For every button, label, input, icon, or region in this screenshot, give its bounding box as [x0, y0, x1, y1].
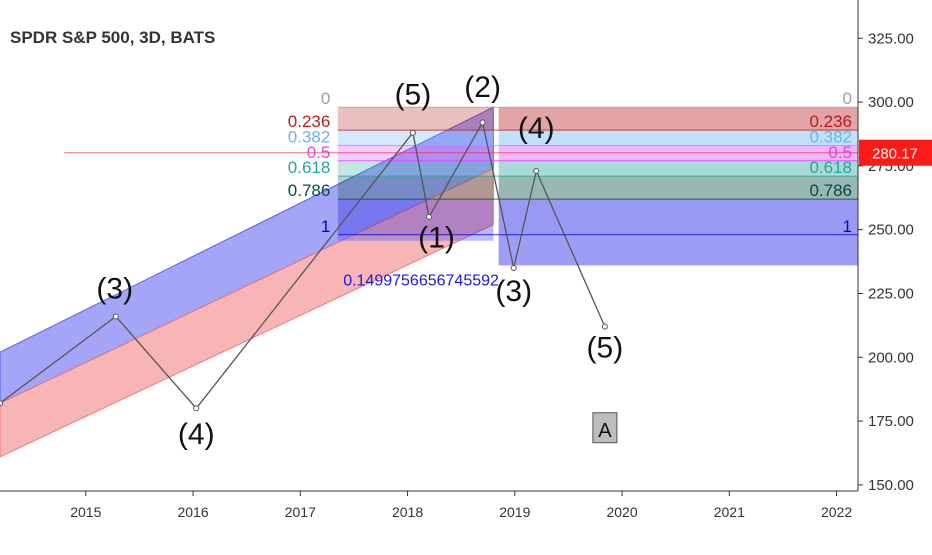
fib-zone-left-0.236 — [337, 107, 494, 131]
wave-label-A: A — [598, 420, 612, 442]
wave-point — [601, 323, 608, 330]
x-tick-label: 2022 — [821, 504, 852, 520]
y-tick-label: 225.00 — [868, 285, 914, 302]
wave-point — [193, 405, 200, 412]
fib-zone-extension-left — [337, 234, 494, 241]
fib-label-right-0: 0 — [843, 89, 852, 108]
y-tick-label: 250.00 — [868, 222, 914, 239]
fib-label-right-0.236: 0.236 — [809, 112, 852, 131]
fib-zone-right-0.618 — [498, 160, 858, 177]
y-tick-label: 325.00 — [868, 30, 914, 47]
wave-label: (5) — [395, 79, 432, 112]
fib-label-right-0.618: 0.618 — [809, 158, 852, 177]
channel-band-2 — [0, 167, 494, 458]
x-tick-label: 2020 — [606, 504, 637, 520]
price-badge-label: 280.17 — [872, 146, 918, 163]
fib-label-left-0.786: 0.786 — [288, 181, 331, 200]
fib-zone-right-0.236 — [498, 107, 858, 131]
fib-label-right-1: 1 — [843, 217, 852, 236]
wave-label: (1) — [418, 222, 455, 255]
wave-label: (4) — [178, 418, 215, 451]
fib-zone-right-0.786 — [498, 176, 858, 200]
wave-point — [409, 129, 416, 136]
fib-label-right-0.382: 0.382 — [809, 127, 852, 146]
wave-label: (3) — [495, 275, 532, 308]
price-badge — [859, 139, 932, 166]
wave-point — [533, 167, 540, 174]
wave-label: (2) — [464, 71, 501, 104]
wave-label: (5) — [587, 331, 624, 364]
wave-point — [112, 313, 119, 320]
wave-point — [426, 213, 432, 220]
fib-label-left-1: 1 — [321, 217, 330, 236]
fib-zone-left-0.382 — [337, 130, 494, 146]
x-tick-label: 2015 — [70, 504, 101, 520]
fib-label-left-0.382: 0.382 — [288, 127, 331, 146]
fib-label-left-0: 0 — [321, 89, 330, 108]
fib-zone-right-0.382 — [498, 130, 858, 146]
fib-label-left-0.618: 0.618 — [288, 158, 331, 177]
x-tick-label: 2017 — [285, 504, 316, 520]
x-tick-label: 2016 — [177, 504, 208, 520]
fib-zone-right-1 — [498, 199, 858, 235]
x-tick-label: 2021 — [714, 504, 745, 520]
fib-label-left-0.236: 0.236 — [288, 112, 331, 131]
y-tick-label: 200.00 — [868, 349, 914, 366]
wave-point — [510, 264, 517, 271]
fib-zone-left-1 — [337, 199, 494, 235]
x-tick-label: 2018 — [392, 504, 423, 520]
chart-title: SPDR S&P 500, 3D, BATS — [10, 28, 216, 47]
wave-label: (3) — [96, 273, 133, 306]
fib-zone-left-0.786 — [337, 176, 494, 200]
wave-point — [479, 119, 486, 126]
wave-label-box — [592, 412, 618, 444]
fib-label-right-0.786: 0.786 — [809, 181, 852, 200]
y-tick-label: 175.00 — [868, 413, 914, 430]
fib-extension-label: 0.1499756656745592 — [343, 272, 499, 289]
x-tick-label: 2019 — [499, 504, 530, 520]
wave-label: (4) — [518, 112, 555, 145]
y-tick-label: 300.00 — [868, 94, 914, 111]
fib-zone-extension — [498, 234, 858, 266]
y-tick-label: 150.00 — [868, 477, 914, 494]
fib-zone-left-0.618 — [337, 160, 494, 177]
wave-point — [0, 400, 3, 407]
